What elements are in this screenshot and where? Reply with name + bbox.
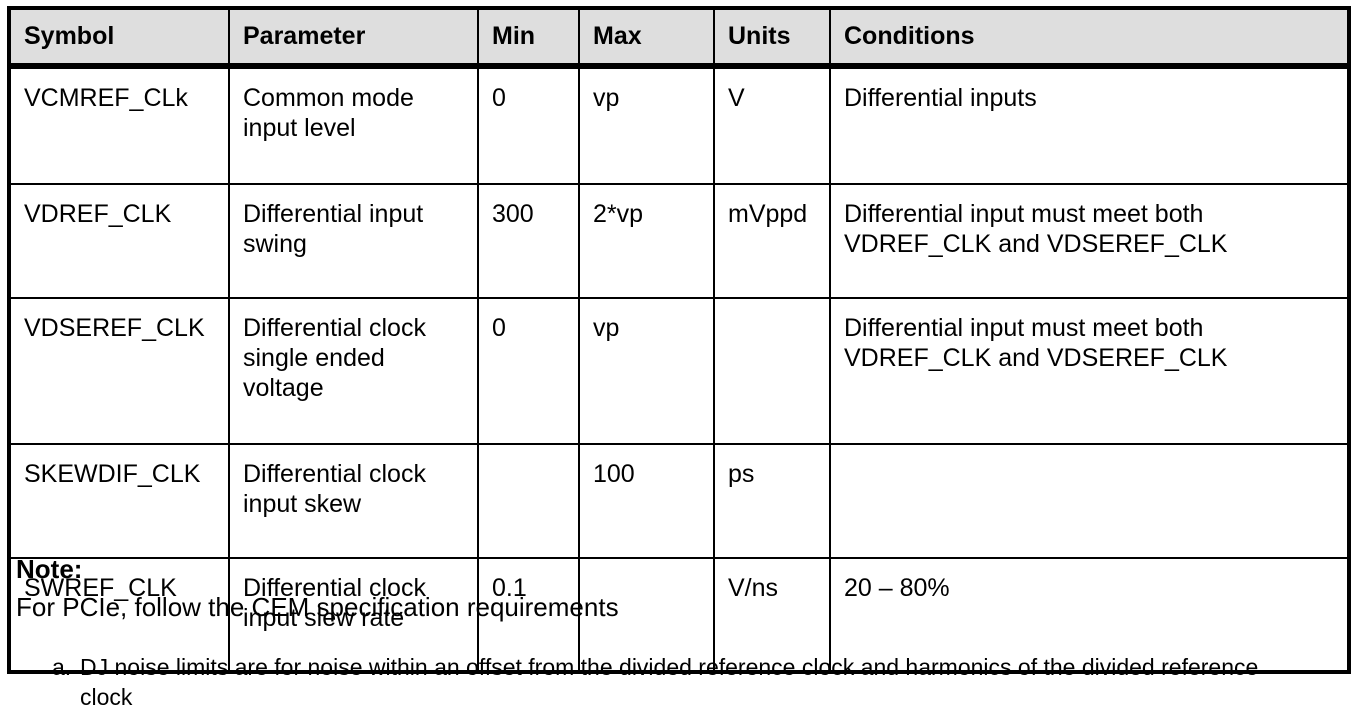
note-item: a. DJ noise limits are for noise within … <box>16 652 1351 712</box>
note-item-marker: a. <box>52 654 72 680</box>
spec-table-body: VCMREF_CLk Common mode input level 0 vp … <box>8 65 1350 673</box>
note-heading: Note: <box>16 554 83 584</box>
note-body: For PCIe, follow the CEM specification r… <box>16 592 619 622</box>
column-header-units: Units <box>713 7 831 69</box>
cell-units: V <box>713 65 831 185</box>
column-header-symbol: Symbol <box>8 7 230 69</box>
cell-symbol: VDSEREF_CLK <box>8 297 230 445</box>
cell-parameter: Differential clock single ended voltage <box>228 297 479 445</box>
table-row: SWREF_CLK Differential clock input slew … <box>8 557 1350 673</box>
cell-max: vp <box>578 65 715 185</box>
cell-parameter: Differential input swing <box>228 183 479 299</box>
cell-min: 0 <box>477 297 580 445</box>
cell-conditions: 20 – 80% <box>829 557 1350 673</box>
cell-max: 100 <box>578 443 715 559</box>
cell-max <box>578 557 715 673</box>
cell-min: 300 <box>477 183 580 299</box>
cell-conditions: Differential input must meet both VDREF_… <box>829 297 1350 445</box>
cell-units <box>713 297 831 445</box>
table-row: VDREF_CLK Differential input swing 300 2… <box>8 183 1350 299</box>
cell-parameter: Differential clock input skew <box>228 443 479 559</box>
table-row: VCMREF_CLk Common mode input level 0 vp … <box>8 65 1350 185</box>
cell-parameter: Common mode input level <box>228 65 479 185</box>
cell-min: 0.1 <box>477 557 580 673</box>
notes-section: Note: For PCIe, follow the CEM specifica… <box>16 554 1351 712</box>
cell-conditions: Differential input must meet both VDREF_… <box>829 183 1350 299</box>
note-item-text: DJ noise limits are for noise within an … <box>80 654 1259 710</box>
cell-parameter: Differential clock input slew rate <box>228 557 479 673</box>
cell-units: V/ns <box>713 557 831 673</box>
spec-table: Symbol Parameter Min Max Units Condition… <box>7 6 1351 674</box>
cell-max: vp <box>578 297 715 445</box>
cell-symbol: VDREF_CLK <box>8 183 230 299</box>
column-header-conditions: Conditions <box>829 7 1350 69</box>
cell-min <box>477 443 580 559</box>
header-row: Symbol Parameter Min Max Units Condition… <box>8 7 1350 69</box>
cell-max: 2*vp <box>578 183 715 299</box>
table-row: VDSEREF_CLK Differential clock single en… <box>8 297 1350 445</box>
spec-table-header: Symbol Parameter Min Max Units Condition… <box>8 7 1350 69</box>
cell-symbol: SKEWDIF_CLK <box>8 443 230 559</box>
column-header-parameter: Parameter <box>228 7 479 69</box>
cell-conditions <box>829 443 1350 559</box>
cell-units: mVppd <box>713 183 831 299</box>
cell-conditions: Differential inputs <box>829 65 1350 185</box>
cell-units: ps <box>713 443 831 559</box>
column-header-min: Min <box>477 7 580 69</box>
cell-symbol: VCMREF_CLk <box>8 65 230 185</box>
column-header-max: Max <box>578 7 715 69</box>
cell-symbol: SWREF_CLK <box>8 557 230 673</box>
table-row: SKEWDIF_CLK Differential clock input ske… <box>8 443 1350 559</box>
cell-min: 0 <box>477 65 580 185</box>
